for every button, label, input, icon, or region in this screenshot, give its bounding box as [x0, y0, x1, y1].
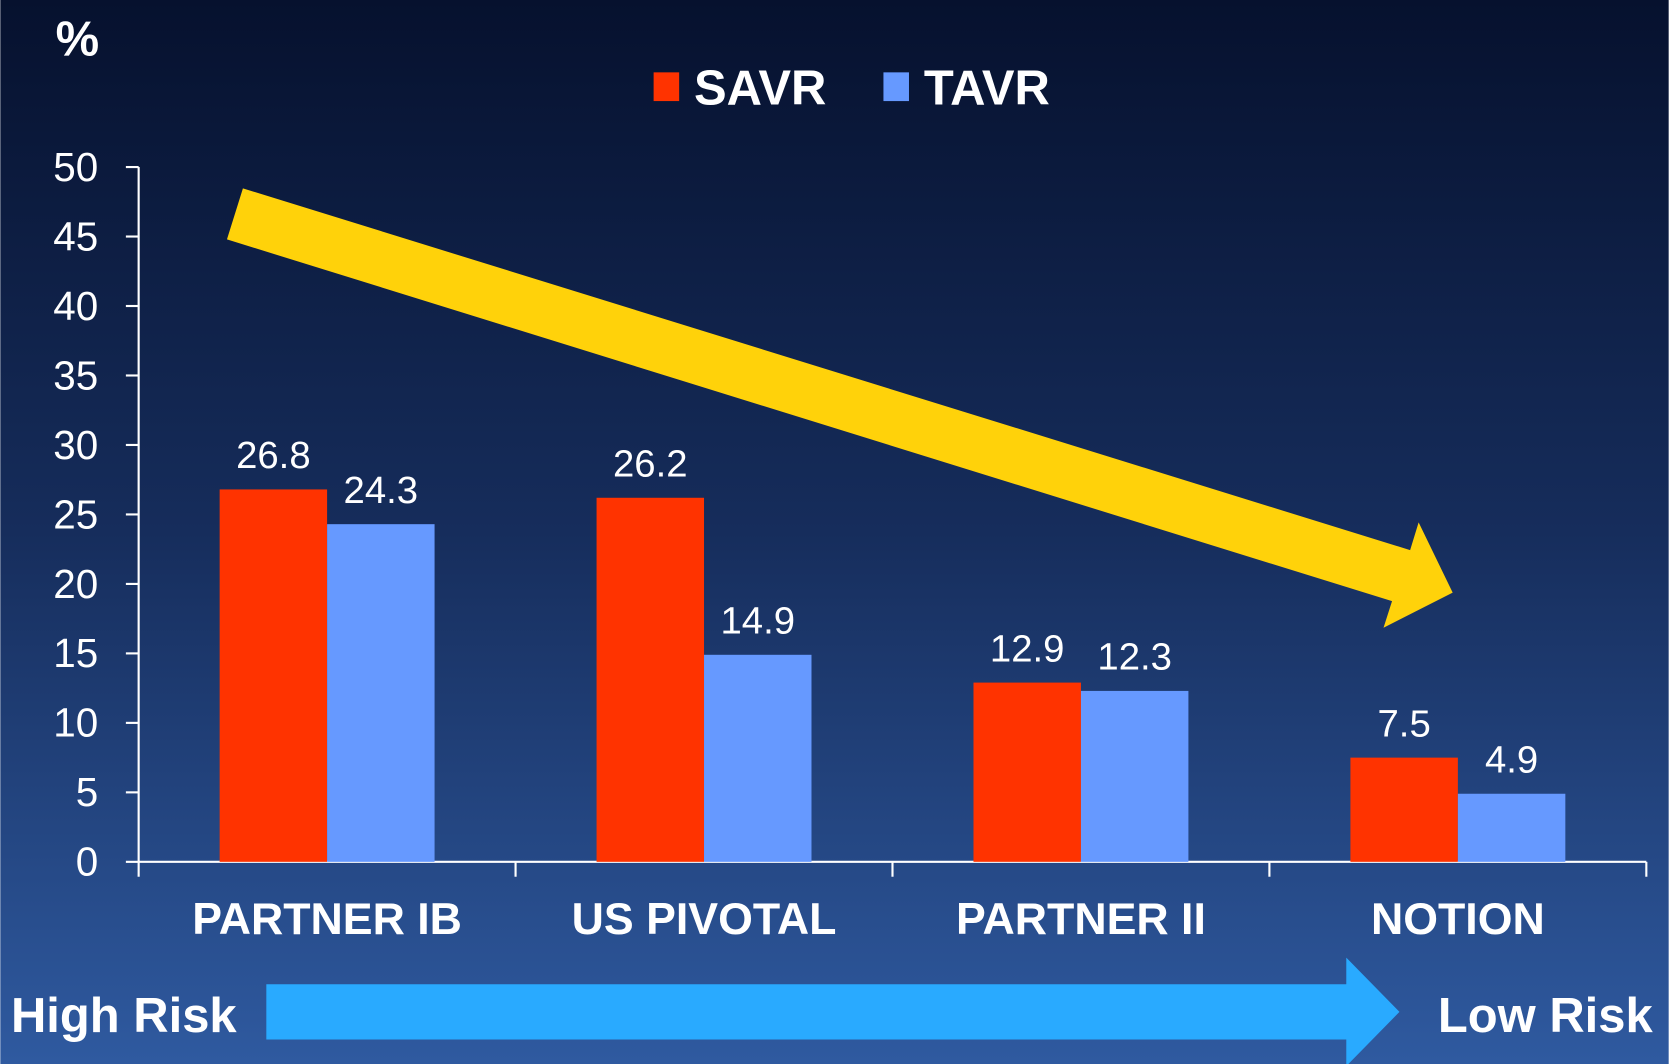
y-tick-label: 15 — [53, 630, 98, 676]
x-tick-label: PARTNER IB — [192, 895, 462, 944]
x-tick-label: NOTION — [1371, 895, 1545, 944]
trend-arrow — [226, 188, 1453, 628]
data-label: 12.9 — [990, 627, 1065, 670]
y-tick-label: 5 — [76, 769, 98, 815]
legend-label: SAVR — [694, 61, 826, 115]
annotation: High Risk — [11, 989, 237, 1043]
bar — [596, 497, 705, 862]
legend-swatch — [653, 72, 680, 102]
risk-arrow — [266, 957, 1400, 1064]
bar — [973, 682, 1081, 862]
y-tick-label: 25 — [53, 491, 98, 537]
bar — [704, 654, 812, 862]
data-label: 12.3 — [1097, 636, 1172, 679]
bar — [1457, 793, 1566, 862]
y-tick-label: 45 — [53, 213, 98, 259]
data-label: 26.8 — [236, 434, 311, 477]
y-tick-label: 30 — [53, 422, 98, 468]
y-tick-label: 50 — [53, 144, 98, 190]
legend-swatch — [883, 72, 909, 102]
y-tick-label: 40 — [53, 283, 98, 329]
data-label: 24.3 — [344, 469, 419, 512]
y-axis-label: % — [56, 12, 100, 66]
bar — [1080, 690, 1189, 862]
bar — [1350, 757, 1458, 862]
data-label: 26.2 — [613, 442, 688, 485]
y-tick-label: 0 — [76, 839, 98, 885]
data-label: 14.9 — [720, 600, 795, 643]
bar — [327, 524, 435, 862]
y-tick-label: 35 — [53, 352, 98, 398]
x-tick-label: PARTNER II — [956, 895, 1206, 944]
y-tick-label: 10 — [53, 700, 98, 746]
data-label: 7.5 — [1378, 702, 1431, 745]
y-tick-label: 20 — [53, 561, 98, 607]
bar — [219, 489, 328, 862]
data-label: 4.9 — [1485, 738, 1538, 781]
x-tick-label: US PIVOTAL — [572, 895, 837, 944]
annotation: Low Risk — [1438, 989, 1654, 1043]
legend-label: TAVR — [924, 61, 1050, 115]
